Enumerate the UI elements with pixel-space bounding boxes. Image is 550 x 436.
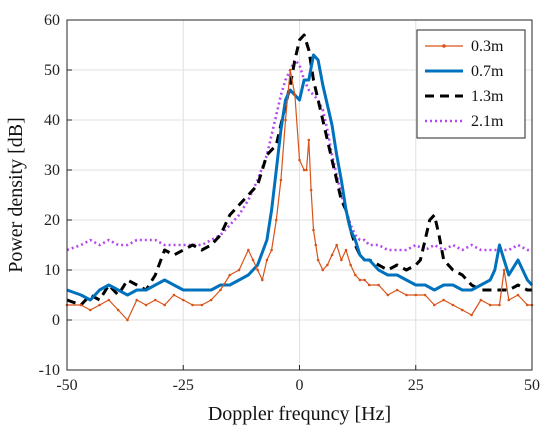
y-tick-label: -10 [39, 362, 60, 379]
series-point-0.3m [377, 283, 380, 287]
series-point-0.3m [358, 278, 362, 282]
series-point-0.3m [79, 303, 83, 307]
series-point-0.3m [314, 243, 318, 247]
legend-label-1.3m: 1.3m [471, 88, 504, 105]
x-tick-label: -50 [56, 377, 77, 394]
series-point-0.3m [107, 298, 111, 302]
series-point-0.3m [247, 248, 250, 252]
ticks: -50 -25 0 25 50 -10 0 10 20 30 40 50 60 [39, 12, 540, 394]
legend: 0.3m 0.7m 1.3m 2.1m [416, 29, 526, 139]
x-tick-label: 25 [408, 377, 424, 394]
series-point-0.3m [116, 308, 120, 312]
series-point-0.3m [200, 303, 204, 307]
series-point-0.3m [172, 293, 176, 297]
series-point-0.3m [340, 258, 343, 262]
series-point-0.3m [363, 278, 366, 282]
y-tick-label: 20 [44, 212, 60, 229]
series-point-0.3m [135, 298, 139, 302]
x-tick-label: 0 [296, 377, 304, 394]
series-point-0.3m [526, 303, 529, 307]
series-point-0.3m [423, 293, 427, 297]
series-point-0.3m [414, 293, 418, 297]
series-point-0.3m [274, 218, 278, 222]
legend-marker-0.3m [442, 44, 446, 48]
series-point-0.3m [305, 168, 308, 172]
series-point-0.3m [256, 268, 259, 272]
series-line-1.3m [66, 33, 532, 307]
series-point-0.3m [284, 118, 287, 122]
series-point-0.3m [470, 313, 473, 317]
series-point-0.3m [293, 93, 297, 97]
y-tick-label: 30 [44, 162, 60, 179]
series-point-0.3m [309, 188, 313, 192]
series-point-0.3m [270, 248, 273, 252]
series-point-0.3m [279, 178, 283, 182]
series-point-0.3m [488, 303, 492, 307]
series-point-0.3m [451, 303, 455, 307]
series-point-0.3m [219, 288, 222, 292]
series-point-0.3m [209, 298, 213, 302]
series-point-0.3m [330, 253, 334, 257]
x-tick-label: 50 [524, 377, 540, 394]
series-point-0.3m [335, 243, 339, 247]
series-point-0.3m [354, 273, 357, 277]
y-axis-label: Power density [dB] [5, 117, 27, 273]
series-point-0.3m [405, 293, 408, 297]
series-point-0.3m [516, 293, 520, 297]
series-point-0.3m [163, 303, 166, 307]
legend-label-0.7m: 0.7m [471, 63, 504, 80]
series-point-0.3m [228, 273, 232, 277]
legend-label-0.3m: 0.3m [471, 38, 504, 55]
series-point-0.3m [288, 68, 292, 72]
y-tick-label: 50 [44, 62, 60, 79]
series-point-0.3m [507, 298, 511, 302]
series-line-0.7m [66, 53, 534, 302]
series-point-0.3m [191, 303, 194, 307]
y-tick-label: 10 [44, 262, 60, 279]
series-point-0.3m [367, 283, 371, 287]
series-point-0.3m [144, 303, 148, 307]
x-axis-label: Doppler frequncy [Hz] [208, 403, 391, 425]
x-tick-label: -25 [173, 377, 194, 394]
series-point-0.3m [88, 308, 92, 312]
y-tick-label: 40 [44, 112, 60, 129]
series-point-0.3m [154, 298, 157, 302]
series-point-0.3m [265, 258, 269, 262]
series-point-0.3m [321, 268, 325, 272]
series-point-0.3m [261, 278, 264, 282]
series-point-0.3m [298, 158, 301, 162]
series-point-0.3m [386, 293, 390, 297]
series-point-0.3m [326, 263, 329, 267]
series-point-0.3m [442, 298, 445, 302]
series-point-0.3m [395, 288, 399, 292]
series-point-0.3m [98, 303, 101, 307]
series-point-0.3m [181, 298, 185, 302]
series-point-0.3m [498, 303, 501, 307]
y-tick-label: 0 [52, 312, 60, 329]
series-point-0.3m [237, 268, 241, 272]
series-line-0.3m [67, 69, 532, 321]
series-point-0.3m [307, 138, 311, 142]
series-point-0.3m [433, 303, 436, 307]
series-point-0.3m [312, 228, 315, 232]
y-tick-label: 60 [44, 12, 60, 29]
series-point-0.3m [460, 308, 464, 312]
series-point-0.3m [251, 258, 255, 262]
series-point-0.3m [344, 248, 348, 252]
series-point-0.3m [316, 258, 320, 262]
series-point-0.3m [349, 263, 352, 267]
legend-label-2.1m: 2.1m [471, 113, 504, 130]
series-point-0.3m [502, 268, 506, 272]
series-point-0.3m [126, 318, 129, 322]
series-point-0.3m [479, 298, 483, 302]
series-point-0.3m [302, 168, 306, 172]
series-layer [65, 33, 534, 322]
